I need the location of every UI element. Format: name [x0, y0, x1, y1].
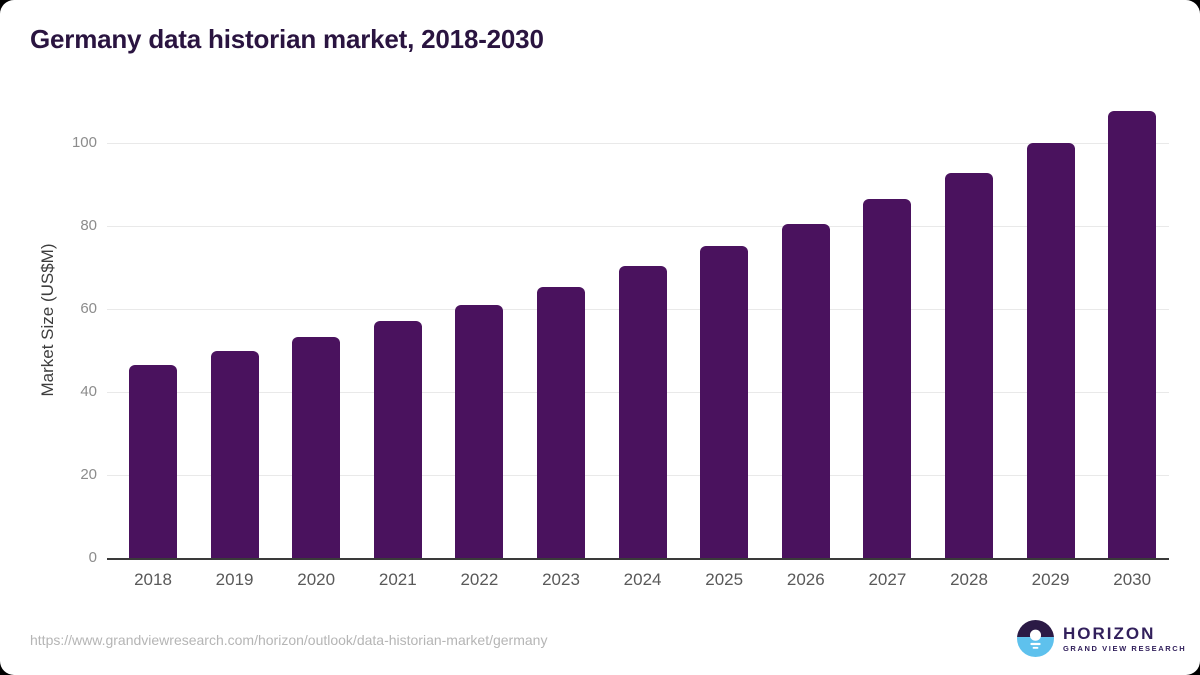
x-tick-label-2023: 2023 [542, 570, 580, 589]
bar-2018 [129, 365, 177, 558]
logo-brand-name: HORIZON [1063, 623, 1156, 643]
logo-reflection-line-2 [1032, 646, 1039, 649]
x-tick-label-2030: 2030 [1113, 570, 1152, 589]
x-tick-label-2019: 2019 [215, 570, 254, 589]
bar-2024 [618, 265, 667, 558]
x-tick-label-2021: 2021 [378, 570, 417, 589]
y-tick-label-20: 20 [80, 465, 97, 483]
logo-sun-dot [1029, 629, 1042, 641]
bar-2028 [945, 172, 993, 558]
gridline-80 [107, 225, 1169, 227]
y-tick-label-100: 100 [71, 133, 97, 151]
x-axis-tick-labels: 2018 2019 2020 2021 2022 2023 2024 2025 2026 2027… [107, 570, 1169, 596]
y-axis-tick-labels: 0 20 40 60 80 100 [0, 101, 97, 566]
gridline-100 [107, 142, 1169, 144]
x-tick-label-2022: 2022 [460, 570, 499, 589]
x-tick-label-2024: 2024 [623, 570, 662, 589]
bar-2026 [781, 223, 830, 558]
y-tick-label-0: 0 [88, 549, 97, 566]
horizon-logo-icon [1017, 620, 1054, 657]
bar-2019 [210, 350, 259, 558]
x-tick-label-2028: 2028 [950, 570, 988, 589]
y-tick-label-80: 80 [80, 216, 97, 234]
bar-2021 [373, 321, 422, 558]
bar-2029 [1026, 142, 1075, 558]
source-url: https://www.grandviewresearch.com/horizo… [30, 632, 548, 648]
x-tick-label-2020: 2020 [297, 570, 336, 589]
bar-2022 [455, 305, 504, 558]
x-tick-label-2027: 2027 [868, 570, 907, 589]
logo-subtitle: GRAND VIEW RESEARCH [1063, 643, 1187, 653]
bar-2030 [1108, 111, 1157, 558]
y-tick-label-60: 60 [80, 299, 97, 317]
x-tick-label-2025: 2025 [705, 570, 744, 589]
bar-2027 [863, 198, 912, 558]
bar-2020 [292, 336, 341, 558]
logo-reflection-line-1 [1030, 642, 1041, 646]
chart-title: Germany data historian market, 2018-2030 [30, 24, 544, 54]
x-tick-label-2026: 2026 [786, 570, 825, 589]
bar-2023 [537, 286, 585, 558]
bar-2025 [700, 246, 749, 558]
y-tick-label-40: 40 [80, 382, 97, 400]
brand-logo: HORIZON GRAND VIEW RESEARCH [1017, 620, 1186, 657]
plot-area [107, 101, 1169, 560]
logo-text: HORIZON GRAND VIEW RESEARCH [1063, 623, 1187, 653]
x-tick-label-2018: 2018 [134, 570, 172, 589]
x-tick-label-2029: 2029 [1031, 570, 1070, 589]
logo-sky-half [1017, 620, 1054, 638]
